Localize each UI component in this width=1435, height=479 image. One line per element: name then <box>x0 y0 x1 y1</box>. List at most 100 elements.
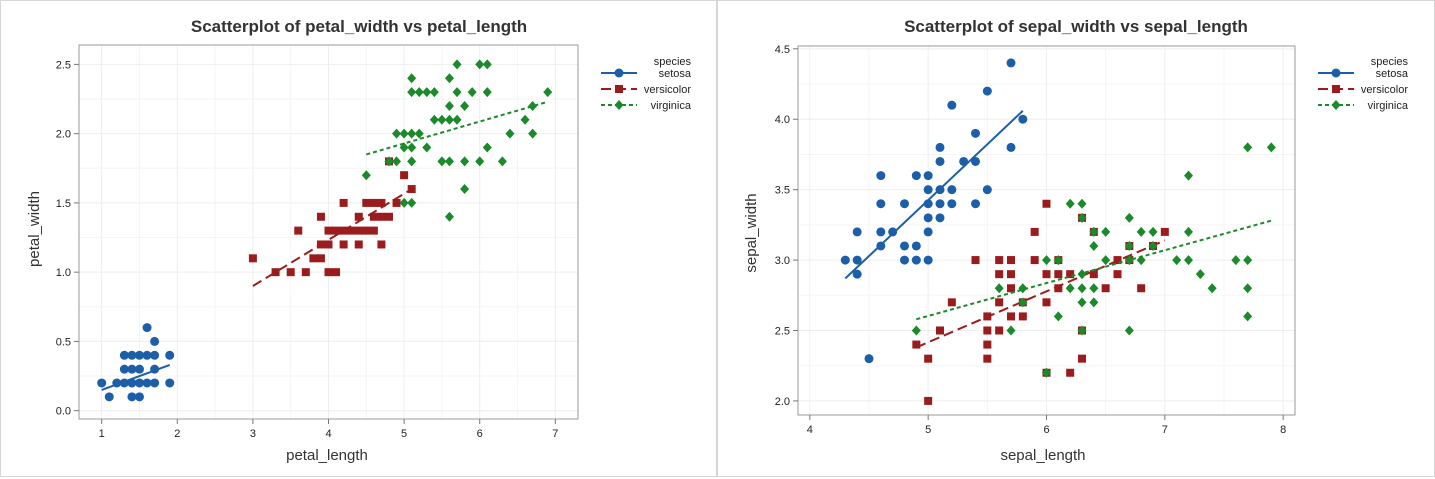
data-point-versicolor <box>324 268 333 277</box>
data-point-virginica <box>1243 283 1253 294</box>
data-point-virginica <box>520 114 530 125</box>
x-tick-label: 7 <box>1162 424 1168 436</box>
data-point-virginica <box>407 87 417 98</box>
x-axis-label: petal_length <box>286 447 368 464</box>
fit-line-virginica <box>916 219 1272 321</box>
data-point-virginica <box>407 156 417 167</box>
data-point-versicolor <box>995 270 1004 279</box>
data-point-virginica <box>1148 226 1158 237</box>
data-point-versicolor <box>1089 270 1098 279</box>
data-point-versicolor <box>392 198 401 207</box>
data-point-versicolor <box>995 256 1004 265</box>
data-point-setosa <box>923 185 933 195</box>
data-point-virginica <box>1207 283 1217 294</box>
data-point-setosa <box>150 336 160 346</box>
data-point-setosa <box>935 142 945 152</box>
data-point-versicolor <box>1007 312 1015 321</box>
data-point-setosa <box>935 156 945 166</box>
data-point-versicolor <box>1042 298 1051 307</box>
data-point-virginica <box>911 325 921 336</box>
data-point-setosa <box>150 378 160 388</box>
data-point-setosa <box>923 227 933 237</box>
data-point-virginica <box>1195 269 1205 280</box>
data-point-versicolor <box>354 240 363 249</box>
x-tick-label: 4 <box>807 424 813 436</box>
x-tick-label: 6 <box>477 428 483 440</box>
data-point-setosa <box>165 378 175 388</box>
data-point-virginica <box>1077 283 1087 294</box>
data-point-virginica <box>437 114 447 125</box>
data-point-setosa <box>1006 142 1016 152</box>
data-point-setosa <box>876 199 886 209</box>
data-point-versicolor <box>309 254 318 263</box>
chart-title: Scatterplot of sepal_width vs sepal_leng… <box>904 17 1248 36</box>
data-point-virginica <box>437 156 447 167</box>
chart-title: Scatterplot of petal_width vs petal_leng… <box>191 17 527 36</box>
data-point-setosa <box>119 350 129 360</box>
data-point-versicolor <box>316 254 325 263</box>
data-point-virginica <box>505 128 515 139</box>
data-point-setosa <box>142 323 152 333</box>
data-point-virginica <box>444 100 454 111</box>
legend-marker-virginica <box>614 100 624 110</box>
data-point-setosa <box>900 199 909 209</box>
data-point-setosa <box>971 199 980 209</box>
data-point-virginica <box>361 170 371 181</box>
gridlines <box>798 46 1295 415</box>
data-point-setosa <box>935 213 945 223</box>
data-point-virginica <box>1184 226 1193 237</box>
data-point-virginica <box>429 87 439 98</box>
data-point-virginica <box>1124 255 1134 266</box>
data-point-versicolor <box>332 226 341 235</box>
data-point-setosa <box>971 156 980 166</box>
data-point-versicolor <box>1030 227 1039 236</box>
y-tick-label: 2.0 <box>56 129 71 141</box>
data-point-virginica <box>1077 325 1087 336</box>
data-point-versicolor <box>271 268 280 277</box>
data-point-setosa <box>127 350 137 360</box>
legend-label-virginica: virginica <box>651 100 692 112</box>
data-point-virginica <box>444 114 454 125</box>
data-point-virginica <box>399 197 409 208</box>
data-point-versicolor <box>1160 227 1169 236</box>
x-tick-label: 5 <box>401 428 407 440</box>
data-point-setosa <box>852 255 862 265</box>
data-point-virginica <box>482 59 492 70</box>
data-point-virginica <box>399 128 409 139</box>
data-point-versicolor <box>1018 312 1027 321</box>
legend-label-setosa: setosa <box>659 68 692 80</box>
data-point-virginica <box>497 156 507 167</box>
data-point-versicolor <box>301 268 310 277</box>
legend-marker-versicolor <box>615 85 623 93</box>
legend-label-versicolor: versicolor <box>644 84 691 96</box>
y-tick-label: 2.0 <box>775 396 790 408</box>
data-point-setosa <box>134 364 144 374</box>
data-point-setosa <box>947 199 957 209</box>
data-point-setosa <box>911 241 921 251</box>
fit-line-versicolor <box>915 239 1166 349</box>
data-point-virginica <box>1124 212 1134 223</box>
data-point-setosa <box>127 364 137 374</box>
data-point-virginica <box>1124 240 1134 251</box>
series-virginica <box>911 142 1276 378</box>
fit-line-virginica <box>366 100 549 156</box>
series-setosa <box>97 323 175 402</box>
data-point-virginica <box>1018 297 1028 308</box>
data-point-versicolor <box>983 340 992 349</box>
petal-scatter-chart: Scatterplot of petal_width vs petal_leng… <box>26 17 692 464</box>
data-point-versicolor <box>369 198 378 207</box>
data-point-virginica <box>1089 283 1099 294</box>
data-point-virginica <box>452 87 462 98</box>
data-point-setosa <box>900 255 909 265</box>
data-point-virginica <box>1243 255 1253 266</box>
data-point-setosa <box>1006 58 1016 68</box>
series-versicolor <box>912 199 1169 405</box>
data-point-versicolor <box>339 240 348 249</box>
series-versicolor <box>248 157 416 287</box>
data-point-versicolor <box>971 256 980 265</box>
data-point-virginica <box>444 73 454 84</box>
data-point-setosa <box>119 364 129 374</box>
data-point-versicolor <box>324 240 333 249</box>
